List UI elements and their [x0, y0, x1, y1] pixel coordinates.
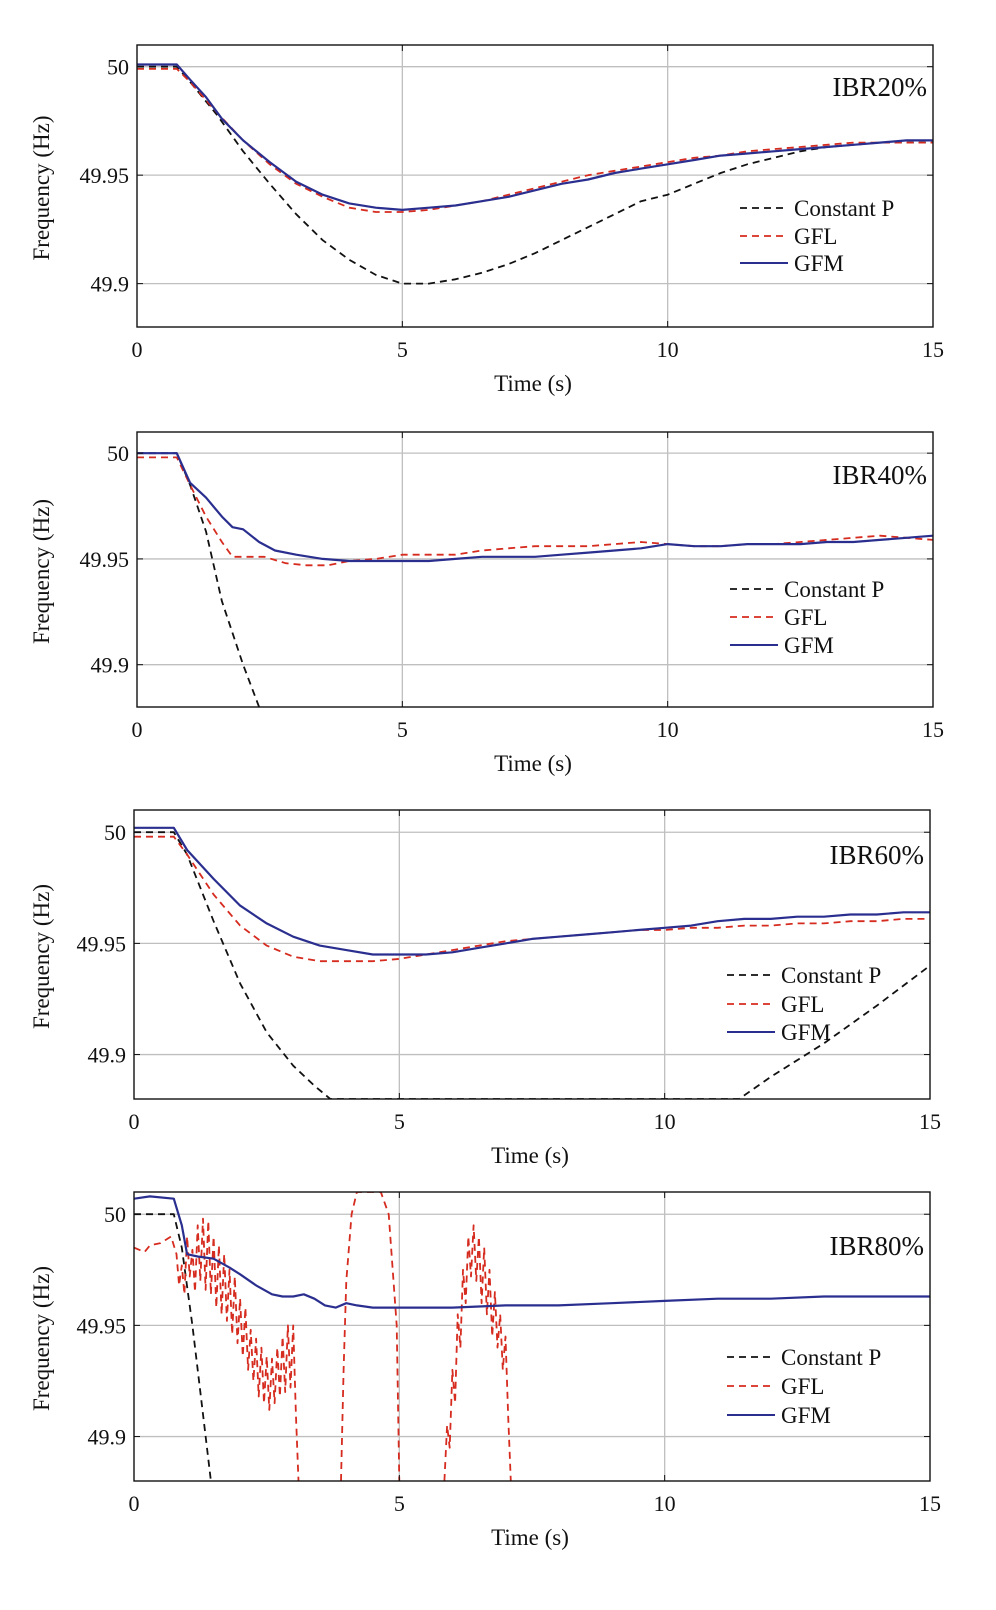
x-axis-label: Time (s): [494, 751, 572, 776]
y-tick-label: 49.95: [80, 547, 130, 572]
y-tick-label: 49.9: [91, 653, 130, 678]
series-line-gfm: [137, 63, 933, 211]
legend-label-gfl: GFL: [781, 992, 824, 1017]
legend-label-gfl: GFL: [781, 1374, 824, 1399]
y-tick-label: 50: [107, 441, 129, 466]
panel-title: IBR20%: [833, 72, 928, 102]
series-line-gfm: [137, 452, 933, 563]
panel-title: IBR80%: [830, 1231, 925, 1261]
x-axis-label: Time (s): [494, 371, 572, 396]
legend-label-constant-p: Constant P: [781, 1345, 881, 1370]
chart-panel-4: 0 5 10 15 49.9 49.95 50 IBR80% Time (s) Freque…: [29, 1191, 941, 1550]
plot-frame: [136, 431, 934, 708]
legend-label-constant-p: Constant P: [794, 196, 894, 221]
y-tick-label: 50: [104, 820, 126, 845]
y-axis-label: Frequency (Hz): [29, 884, 54, 1029]
legend-label-gfl: GFL: [794, 224, 837, 249]
y-tick-label: 50: [107, 55, 129, 80]
series-line-gfl: [137, 456, 933, 567]
series-line-constant-p: [137, 65, 933, 285]
y-tick-label: 49.95: [77, 931, 127, 956]
series-line-gfl: [137, 68, 933, 213]
legend: Constant P GFL GFM: [727, 1345, 881, 1428]
series-line-gfl: [134, 1192, 512, 1481]
panel-title: IBR40%: [833, 460, 928, 490]
chart-panel-1: 0 5 10 15 49.9 49.95 50 IBR20% Time (s) Freque…: [29, 44, 944, 396]
legend-label-constant-p: Constant P: [781, 963, 881, 988]
x-tick-label: 5: [394, 1109, 405, 1134]
y-tick-label: 49.9: [88, 1043, 127, 1068]
legend: Constant P GFL GFM: [730, 577, 884, 658]
y-tick-label: 49.9: [88, 1425, 127, 1450]
legend-label-gfm: GFM: [794, 251, 844, 276]
y-axis-label: Frequency (Hz): [29, 1266, 54, 1411]
x-tick-label: 15: [922, 337, 944, 362]
y-axis-label: Frequency (Hz): [29, 116, 54, 261]
x-tick-label: 5: [397, 337, 408, 362]
y-tick-label: 49.95: [77, 1313, 127, 1338]
x-axis-label: Time (s): [491, 1143, 569, 1168]
legend-label-gfl: GFL: [784, 605, 827, 630]
panel-title: IBR60%: [830, 840, 925, 870]
plot-frame: [133, 809, 931, 1100]
legend-label-constant-p: Constant P: [784, 577, 884, 602]
x-tick-label: 5: [397, 717, 408, 742]
series-line-constant-p: [134, 831, 930, 1099]
x-tick-label: 0: [132, 717, 143, 742]
legend-label-gfm: GFM: [784, 633, 834, 658]
legend-label-gfm: GFM: [781, 1020, 831, 1045]
x-tick-label: 5: [394, 1491, 405, 1516]
x-tick-label: 10: [654, 1491, 676, 1516]
x-tick-label: 0: [132, 337, 143, 362]
y-tick-label: 49.95: [80, 163, 130, 188]
y-axis-label: Frequency (Hz): [29, 499, 54, 644]
x-tick-label: 15: [919, 1491, 941, 1516]
x-tick-label: 15: [919, 1109, 941, 1134]
chart-panel-2: 0 5 10 15 49.9 49.95 50 IBR40% Time (s) Freque…: [29, 431, 944, 776]
series-line-gfm: [134, 1195, 930, 1309]
x-tick-label: 10: [657, 717, 679, 742]
x-tick-label: 10: [657, 337, 679, 362]
series-line-constant-p: [134, 1213, 212, 1481]
legend-label-gfm: GFM: [781, 1403, 831, 1428]
legend: Constant P GFL GFM: [740, 196, 894, 276]
x-tick-label: 10: [654, 1109, 676, 1134]
plot-frame: [133, 1191, 931, 1482]
series-line-gfm: [134, 826, 930, 956]
y-tick-label: 49.9: [91, 272, 130, 297]
chart-panel-3: 0 5 10 15 49.9 49.95 50 IBR60% Time (s) Freque…: [29, 809, 941, 1168]
y-tick-label: 50: [104, 1202, 126, 1227]
x-tick-label: 0: [129, 1109, 140, 1134]
series-line-gfl: [134, 835, 930, 963]
x-axis-label: Time (s): [491, 1525, 569, 1550]
x-tick-label: 0: [129, 1491, 140, 1516]
plot-frame: [136, 44, 934, 328]
legend: Constant P GFL GFM: [727, 963, 881, 1045]
x-tick-label: 15: [922, 717, 944, 742]
